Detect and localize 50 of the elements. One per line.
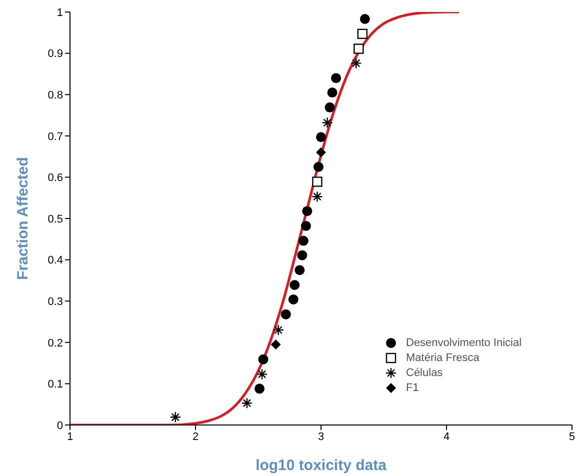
y-tick-label: 1 — [56, 6, 63, 19]
point — [316, 132, 326, 142]
point — [354, 44, 364, 54]
x-tick-label: 5 — [568, 430, 576, 443]
point — [272, 324, 284, 336]
legend-label: Células — [406, 366, 443, 378]
y-axis-title: Fraction Affected — [14, 157, 32, 280]
point — [322, 117, 333, 128]
point — [327, 88, 338, 98]
legend-label: Desenvolvimento Inicial — [406, 336, 522, 348]
point — [331, 73, 342, 84]
point — [170, 412, 182, 423]
point — [298, 236, 308, 246]
legend-label: Matéria Fresca — [406, 352, 480, 364]
y-tick-label: 0.1 — [48, 378, 63, 391]
point — [300, 220, 311, 231]
point — [258, 354, 268, 364]
y-tick-label: 0.7 — [48, 130, 63, 143]
point — [290, 280, 300, 290]
y-tick-label: 0.3 — [48, 296, 63, 308]
legend-label: F1 — [406, 382, 419, 394]
point — [288, 294, 298, 304]
point — [350, 58, 362, 69]
y-tick-label: 0.2 — [48, 337, 63, 350]
point — [316, 147, 326, 158]
point — [312, 176, 322, 187]
point — [297, 250, 308, 260]
point — [302, 206, 312, 216]
y-tick-label: 0.9 — [48, 48, 63, 60]
point — [360, 14, 370, 24]
point — [280, 309, 291, 320]
point — [313, 162, 324, 172]
point — [312, 191, 323, 202]
y-tick-label: 0.6 — [48, 172, 63, 184]
point — [256, 368, 268, 380]
point — [254, 384, 265, 394]
point — [241, 398, 253, 409]
y-tick-label: 0.8 — [48, 90, 63, 102]
point — [324, 102, 335, 112]
x-tick-label: 3 — [318, 430, 324, 443]
y-tick-label: 0 — [56, 420, 63, 432]
point — [357, 28, 368, 39]
point — [270, 339, 281, 350]
y-tick-label: 0.5 — [48, 213, 63, 226]
x-tick-label: 2 — [192, 430, 199, 443]
y-tick-label: 0.4 — [48, 254, 63, 267]
x-tick-label: 1 — [66, 430, 74, 443]
x-axis-title: log10 toxicity data — [256, 457, 388, 474]
x-tick-label: 4 — [443, 430, 450, 443]
point — [294, 265, 305, 276]
